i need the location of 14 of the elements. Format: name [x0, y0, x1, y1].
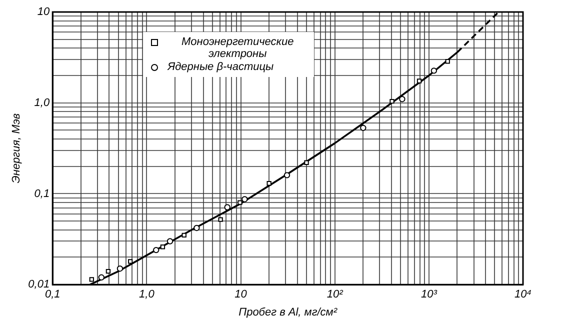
x-tick-label: 0,1 [44, 288, 60, 300]
y-tick-label: 10 [37, 6, 50, 18]
x-tick-label: 10 [234, 288, 248, 300]
x-tick-label: 1,0 [139, 288, 156, 300]
legend-label: Ядерные β-частицы [168, 61, 274, 73]
y-tick-label: 1,0 [34, 96, 50, 109]
y-axis-title: Энергия, Мэв [10, 113, 23, 184]
x-tick-label: 10⁴ [514, 288, 532, 300]
x-axis-title: Пробег в Al, мг/см² [238, 306, 338, 318]
legend-label: Моноэнергетические электроны [180, 36, 295, 60]
x-tick-label: 10² [326, 288, 344, 300]
y-tick-label: 0,01 [28, 278, 50, 291]
x-tick-label: 10³ [420, 288, 438, 300]
y-tick-label: 0,1 [34, 188, 50, 200]
